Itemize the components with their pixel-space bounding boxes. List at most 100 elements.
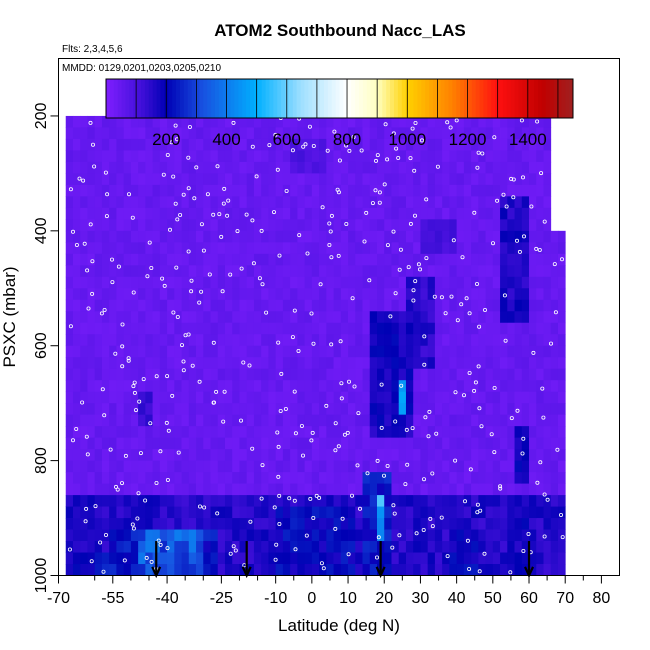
heatmap-cell [463, 334, 472, 347]
sample-marker [465, 538, 470, 543]
heatmap-cell [109, 518, 117, 530]
heatmap-cell [500, 552, 508, 565]
colorbar-swatch [499, 79, 504, 118]
heatmap-cell [159, 483, 168, 496]
heatmap-cell [434, 357, 443, 370]
heatmap-cell [536, 334, 544, 347]
sample-marker [149, 265, 154, 270]
sample-marker [141, 377, 146, 382]
heatmap-cell [261, 449, 269, 462]
heatmap-cell [268, 219, 277, 232]
heatmap-cell [87, 242, 96, 255]
heatmap-cell [536, 299, 544, 312]
heatmap-cell [196, 472, 204, 484]
heatmap-cell [311, 173, 320, 186]
heatmap-cell [290, 322, 298, 335]
heatmap-cell [340, 391, 349, 404]
heatmap-cell [478, 449, 486, 462]
heatmap-cell [203, 414, 211, 427]
heatmap-cell [427, 196, 436, 209]
heatmap-cell [348, 322, 356, 335]
heatmap-cell [130, 334, 139, 347]
heatmap-cell [550, 529, 559, 542]
heatmap-cell [384, 483, 392, 496]
heatmap-cell [362, 276, 371, 289]
heatmap-cell [304, 426, 313, 439]
heatmap-cell [557, 495, 566, 507]
heatmap-cell [87, 161, 96, 174]
sample-marker [84, 506, 89, 511]
heatmap-cell [109, 288, 117, 301]
heatmap-cell [72, 460, 81, 473]
sample-marker [158, 449, 163, 454]
heatmap-cell [492, 242, 501, 255]
heatmap-cell [536, 529, 544, 542]
heatmap-cell [116, 288, 125, 301]
sample-marker [383, 122, 388, 127]
heatmap-cell [217, 230, 226, 243]
heatmap-cell [500, 322, 508, 335]
colorbar-swatch [320, 79, 325, 118]
sample-marker [130, 215, 135, 220]
heatmap-cell [94, 564, 103, 576]
heatmap-cell [290, 552, 298, 565]
heatmap-cell [80, 127, 88, 140]
heatmap-cell [116, 437, 125, 450]
heatmap-cell [355, 449, 363, 462]
heatmap-cell [181, 414, 190, 427]
heatmap-cell [94, 127, 103, 140]
heatmap-cell [224, 230, 233, 243]
heatmap-cell [116, 219, 125, 232]
heatmap-cell [550, 414, 559, 427]
heatmap-cell [196, 115, 204, 128]
heatmap-cell [362, 253, 371, 266]
heatmap-cell [449, 173, 458, 186]
sample-marker [311, 516, 316, 521]
heatmap-cell [507, 345, 515, 358]
sample-marker [522, 234, 527, 239]
heatmap-cell [253, 472, 262, 484]
heatmap-cell [398, 518, 407, 530]
x-tick-label: 50 [484, 590, 502, 607]
heatmap-cell [297, 115, 306, 128]
heatmap-cell [413, 426, 421, 439]
heatmap-cell [145, 276, 153, 289]
sample-marker [344, 221, 349, 226]
heatmap-cell [449, 161, 458, 174]
heatmap-cell [203, 276, 211, 289]
heatmap-cell [463, 495, 472, 507]
heatmap-cell [224, 460, 233, 473]
heatmap-cell [65, 253, 74, 266]
heatmap-cell [384, 138, 392, 151]
heatmap-cell [167, 437, 175, 450]
sample-marker [416, 262, 421, 267]
heatmap-cell [246, 495, 255, 507]
heatmap-cell [94, 529, 103, 542]
heatmap-cell [87, 288, 96, 301]
heatmap-cell [369, 529, 378, 542]
heatmap-cell [391, 253, 400, 266]
sample-marker [379, 382, 384, 387]
heatmap-cell [290, 449, 298, 462]
heatmap-cell [420, 449, 429, 462]
heatmap-cell [80, 138, 88, 151]
heatmap-cell [449, 265, 458, 278]
sample-marker [231, 544, 236, 549]
heatmap-cell [275, 311, 284, 324]
heatmap-cell [420, 196, 429, 209]
heatmap-cell [297, 380, 306, 393]
heatmap-cell [297, 322, 306, 335]
heatmap-cell [297, 161, 306, 174]
sample-marker [80, 400, 85, 405]
heatmap-cell [275, 564, 284, 576]
heatmap-cell [471, 529, 479, 542]
heatmap-cell [167, 460, 175, 473]
heatmap-cell [275, 173, 284, 186]
heatmap-cell [275, 541, 284, 553]
heatmap-cell [196, 506, 204, 519]
heatmap-cell [72, 564, 81, 576]
heatmap-cell [319, 472, 327, 484]
heatmap-cell [109, 472, 117, 484]
heatmap-cell [123, 495, 132, 507]
colorbar-swatch [285, 79, 290, 118]
